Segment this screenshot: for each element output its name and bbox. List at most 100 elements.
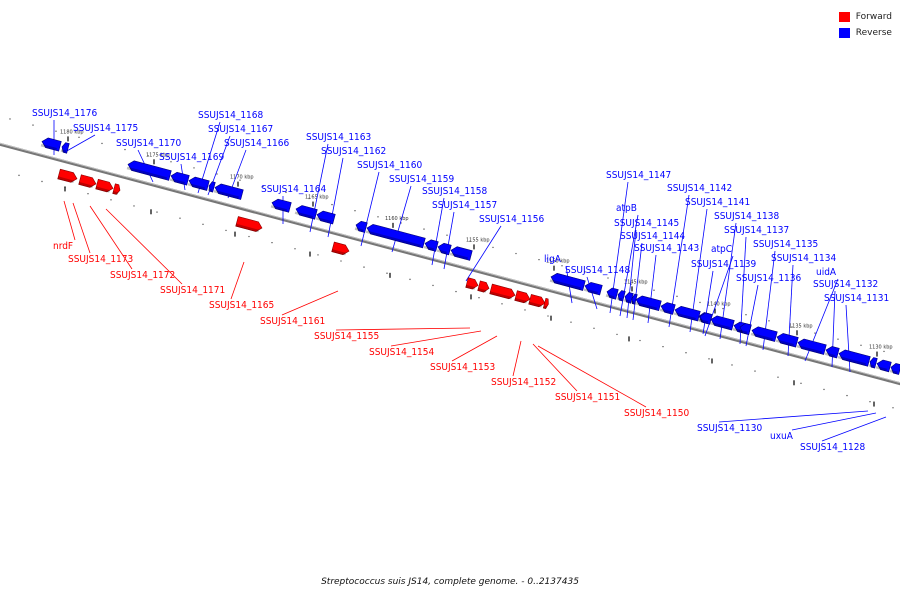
gene-label-ssujs14_1167[interactable]: SSUJS14_1167 xyxy=(208,124,273,135)
gene-arrow-ssujs14_1164[interactable] xyxy=(270,198,292,213)
gene-label-uida[interactable]: uidA xyxy=(816,267,837,278)
gene-label-ssujs14_1147[interactable]: SSUJS14_1147 xyxy=(606,170,671,181)
gene-arrow-ssujs14_1166[interactable] xyxy=(213,183,244,200)
gene-label-liga[interactable]: ligA xyxy=(544,254,562,265)
gene-label-ssujs14_1137[interactable]: SSUJS14_1137 xyxy=(724,225,789,236)
track-dot-lower xyxy=(432,284,434,287)
gene-arrow-ssujs14_1170[interactable] xyxy=(126,160,172,181)
gene-arrow-body xyxy=(739,323,752,335)
gene-arrow-ssujs14_1141[interactable] xyxy=(673,305,701,322)
gene-arrow-ssujs14_1136[interactable] xyxy=(738,322,752,335)
gene-arrow-ssujs14_1132[interactable] xyxy=(824,345,840,359)
leader-line xyxy=(72,202,91,254)
gene-arrow-ssujs14_1162[interactable] xyxy=(315,210,336,225)
gene-arrow-ssujs14_1175[interactable] xyxy=(60,142,70,154)
gene-arrow-ssujs14_1165[interactable] xyxy=(235,216,264,233)
gene-arrow-uida[interactable] xyxy=(796,338,827,355)
gene-arrow-ssujs14_1143[interactable] xyxy=(634,295,662,312)
gene-arrow-ssujs14_1138[interactable] xyxy=(709,315,735,331)
gene-label-ssujs14_1161[interactable]: SSUJS14_1161 xyxy=(260,316,325,327)
gene-label-ssujs14_1155[interactable]: SSUJS14_1155 xyxy=(314,331,379,342)
gene-label-ssujs14_1131[interactable]: SSUJS14_1131 xyxy=(824,293,889,304)
gene-label-atpb[interactable]: atpB xyxy=(616,203,637,214)
gene-arrow-atpb[interactable] xyxy=(616,290,626,302)
gene-label-ssujs14_1163[interactable]: SSUJS14_1163 xyxy=(306,132,371,143)
gene-arrow-ssujs14_1173[interactable] xyxy=(78,174,98,189)
gene-label-ssujs14_1166[interactable]: SSUJS14_1166 xyxy=(224,138,289,149)
gene-label-ssujs14_1134[interactable]: SSUJS14_1134 xyxy=(771,253,836,264)
gene-arrow-ssujs14_1152[interactable] xyxy=(514,290,532,304)
gene-label-ssujs14_1128[interactable]: SSUJS14_1128 xyxy=(800,442,865,453)
gene-label-ssujs14_1138[interactable]: SSUJS14_1138 xyxy=(714,211,779,222)
gene-label-ssujs14_1168[interactable]: SSUJS14_1168 xyxy=(198,110,263,121)
gene-arrow-ssujs14_1163[interactable] xyxy=(294,204,318,220)
gene-label-ssujs14_1139[interactable]: SSUJS14_1139 xyxy=(691,259,756,270)
gene-label-ssujs14_1169[interactable]: SSUJS14_1169 xyxy=(159,152,224,163)
gene-arrow-ssujs14_1167[interactable] xyxy=(207,181,216,193)
gene-label-ssujs14_1171[interactable]: SSUJS14_1171 xyxy=(160,285,225,296)
gene-arrow-ssujs14_1147[interactable] xyxy=(605,287,619,300)
gene-arrow-ssujs14_1172[interactable] xyxy=(95,178,115,193)
gene-label-ssujs14_1160[interactable]: SSUJS14_1160 xyxy=(357,160,422,171)
gene-label-ssujs14_1173[interactable]: SSUJS14_1173 xyxy=(68,254,133,265)
gene-arrow-ssujs14_1145[interactable] xyxy=(623,292,634,304)
gene-label-ssujs14_1142[interactable]: SSUJS14_1142 xyxy=(667,183,732,194)
gene-arrow-ssujs14_1142[interactable] xyxy=(659,301,676,315)
gene-arrow-ssujs14_1155[interactable] xyxy=(465,277,480,291)
gene-label-ssujs14_1130[interactable]: SSUJS14_1130 xyxy=(697,423,762,434)
gene-arrow-ssujs14_1171[interactable] xyxy=(112,183,122,195)
gene-label-ssujs14_1162[interactable]: SSUJS14_1162 xyxy=(321,146,386,157)
gene-arrow-ssujs14_1150[interactable] xyxy=(542,297,549,309)
gene-arrow-ssujs14_1156[interactable] xyxy=(449,245,473,261)
gene-label-ssujs14_1156[interactable]: SSUJS14_1156 xyxy=(479,214,544,225)
gene-label-ssujs14_1154[interactable]: SSUJS14_1154 xyxy=(369,347,434,358)
gene-label-ssujs14_1150[interactable]: SSUJS14_1150 xyxy=(624,408,689,419)
gene-label-ssujs14_1175[interactable]: SSUJS14_1175 xyxy=(73,123,138,134)
gene-arrow-ssujs14_1160[interactable] xyxy=(354,220,368,233)
gene-arrow-ssujs14_1134[interactable] xyxy=(775,332,799,348)
gene-arrow-ssujs14_1176[interactable] xyxy=(40,137,62,152)
gene-arrow-ssujs14_1148[interactable] xyxy=(583,281,603,296)
gene-arrow-ssujs14_1161[interactable] xyxy=(331,241,351,256)
gene-label-ssujs14_1145[interactable]: SSUJS14_1145 xyxy=(614,218,679,229)
gene-label-ssujs14_1144[interactable]: SSUJS14_1144 xyxy=(620,231,685,242)
gene-arrow-ssujs14_1139[interactable] xyxy=(698,312,713,325)
gene-arrow-ssujs14_1168[interactable] xyxy=(187,176,210,191)
gene-arrow-uxua[interactable] xyxy=(875,359,892,373)
gene-arrow-ssujs14_1131[interactable] xyxy=(837,349,871,367)
gene-label-ssujs14_1176[interactable]: SSUJS14_1176 xyxy=(32,108,97,119)
gene-label-ssujs14_1136[interactable]: SSUJS14_1136 xyxy=(736,273,801,284)
gene-label-ssujs14_1148[interactable]: SSUJS14_1148 xyxy=(565,265,630,276)
gene-label-ssujs14_1152[interactable]: SSUJS14_1152 xyxy=(491,377,556,388)
gene-label-ssujs14_1158[interactable]: SSUJS14_1158 xyxy=(422,186,487,197)
gene-label-ssujs14_1141[interactable]: SSUJS14_1141 xyxy=(685,197,750,208)
gene-label-ssujs14_1157[interactable]: SSUJS14_1157 xyxy=(432,200,497,211)
gene-label-ssujs14_1165[interactable]: SSUJS14_1165 xyxy=(209,300,274,311)
gene-arrow-ssujs14_1159[interactable] xyxy=(365,223,426,249)
gene-arrow-ssujs14_1158[interactable] xyxy=(423,239,439,252)
gene-arrow-ssujs14_1153[interactable] xyxy=(489,283,517,300)
gene-arrow-ssujs14_1128[interactable] xyxy=(889,362,900,375)
gene-arrow-nrdf[interactable] xyxy=(57,168,79,183)
gene-arrow-body xyxy=(489,283,516,300)
gene-label-ssujs14_1153[interactable]: SSUJS14_1153 xyxy=(430,362,495,373)
gene-label-ssujs14_1143[interactable]: SSUJS14_1143 xyxy=(634,243,699,254)
gene-label-ssujs14_1132[interactable]: SSUJS14_1132 xyxy=(813,279,878,290)
gene-arrow-ssujs14_1130[interactable] xyxy=(868,357,878,369)
gene-label-ssujs14_1172[interactable]: SSUJS14_1172 xyxy=(110,270,175,281)
gene-label-ssujs14_1135[interactable]: SSUJS14_1135 xyxy=(753,239,818,250)
gene-label-nrdf[interactable]: nrdF xyxy=(53,241,73,252)
gene-arrow-ssujs14_1135[interactable] xyxy=(750,325,778,342)
gene-arrow-ssujs14_1169[interactable] xyxy=(169,171,190,186)
gene-arrow-liga[interactable] xyxy=(549,272,586,291)
gene-arrow-ssujs14_1154[interactable] xyxy=(477,280,491,293)
gene-label-uxua[interactable]: uxuA xyxy=(770,431,794,442)
gene-label-ssujs14_1170[interactable]: SSUJS14_1170 xyxy=(116,138,181,149)
gene-label-ssujs14_1151[interactable]: SSUJS14_1151 xyxy=(555,392,620,403)
gene-arrow-ssujs14_1157[interactable] xyxy=(436,242,452,256)
gene-label-atpc[interactable]: atpC xyxy=(711,244,732,255)
gene-arrow-ssujs14_1151[interactable] xyxy=(528,294,547,308)
gene-arrow-ssujs14_1144[interactable] xyxy=(630,293,638,305)
gene-label-ssujs14_1164[interactable]: SSUJS14_1164 xyxy=(261,184,326,195)
gene-label-ssujs14_1159[interactable]: SSUJS14_1159 xyxy=(389,174,454,185)
